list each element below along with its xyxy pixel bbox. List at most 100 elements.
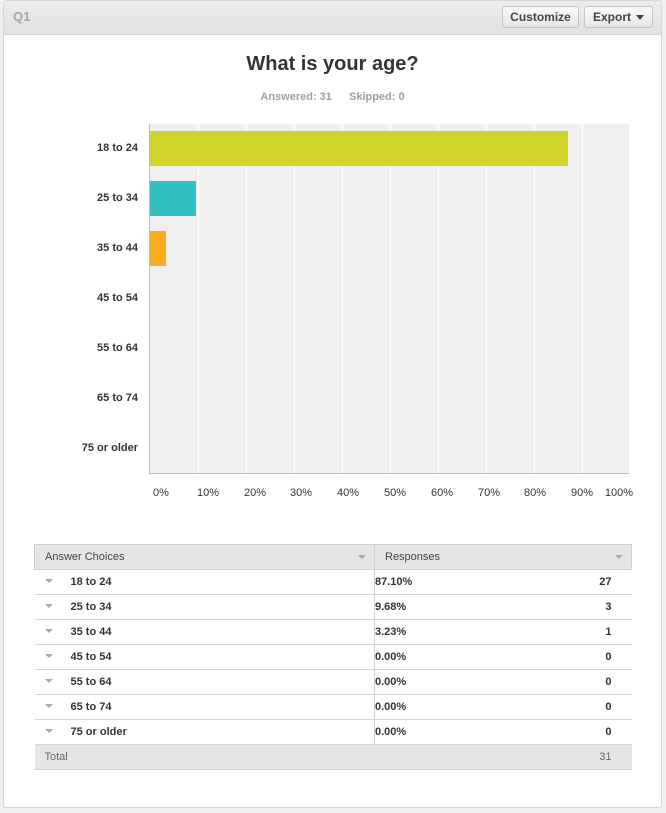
response-count: 27 — [599, 576, 612, 588]
response-count: 0 — [605, 676, 612, 688]
response-percent: 9.68% — [375, 601, 407, 613]
chevron-down-icon — [636, 15, 644, 20]
category-label: 18 to 24 — [97, 142, 138, 154]
x-tick-label: 20% — [243, 487, 267, 499]
answer-choices-header[interactable]: Answer Choices — [34, 544, 375, 570]
responses-header-label: Responses — [385, 551, 441, 563]
answer-choice-label: 45 to 54 — [70, 651, 112, 663]
table-row: 65 to 74 0.00% 0 — [34, 694, 632, 720]
response-count: 3 — [605, 601, 612, 613]
gridline — [246, 124, 247, 473]
bar-18-to-24[interactable] — [150, 131, 568, 166]
customize-button[interactable]: Customize — [502, 6, 579, 28]
table-row: 55 to 64 0.00% 0 — [34, 669, 632, 695]
expand-caret-icon[interactable] — [44, 704, 53, 709]
expand-caret-icon[interactable] — [44, 579, 53, 584]
response-cell: 0.00% 0 — [374, 719, 632, 745]
x-tick-label: 70% — [477, 487, 501, 499]
bar-35-to-44[interactable] — [150, 231, 166, 266]
total-label: Total — [34, 744, 375, 770]
bar-25-to-34[interactable] — [150, 181, 196, 216]
answered-count: Answered: 31 — [260, 91, 332, 103]
plot-area — [149, 124, 631, 474]
gridline — [294, 124, 295, 473]
expand-caret-icon[interactable] — [44, 604, 53, 609]
gridline — [582, 124, 583, 473]
question-label: Q1 — [13, 9, 31, 24]
total-cell: 31 — [374, 744, 632, 770]
x-tick-label: 0% — [153, 487, 169, 499]
x-tick-label: 90% — [570, 487, 594, 499]
category-label: 35 to 44 — [97, 242, 138, 254]
expand-caret-icon[interactable] — [44, 629, 53, 634]
total-row: Total 31 — [34, 744, 632, 770]
answer-choices-header-label: Answer Choices — [45, 551, 125, 563]
x-tick-label: 40% — [336, 487, 360, 499]
gridline — [198, 124, 199, 473]
responses-table: Answer Choices Responses 18 to 24 87.10% 2… — [34, 544, 632, 770]
response-cell: 0.00% 0 — [374, 669, 632, 695]
question-panel: Q1 Customize Export What is your age? An… — [3, 0, 662, 808]
gridline — [630, 124, 631, 473]
answer-choice-cell: 55 to 64 — [34, 669, 375, 695]
table-row: 25 to 34 9.68% 3 — [34, 594, 632, 620]
responses-header[interactable]: Responses — [374, 544, 632, 570]
x-tick-label: 100% — [604, 487, 634, 499]
answer-choice-cell: 75 or older — [34, 719, 375, 745]
gridline — [534, 124, 535, 473]
answer-choice-label: 18 to 24 — [70, 576, 112, 588]
category-label: 65 to 74 — [97, 392, 138, 404]
response-percent: 3.23% — [375, 626, 407, 638]
answer-choice-cell: 18 to 24 — [34, 569, 375, 595]
answer-choice-label: 25 to 34 — [70, 601, 112, 613]
table-row: 75 or older 0.00% 0 — [34, 719, 632, 745]
answer-choice-cell: 25 to 34 — [34, 594, 375, 620]
chart-title: What is your age? — [246, 53, 419, 75]
response-cell: 87.10% 27 — [374, 569, 632, 595]
answer-choice-cell: 35 to 44 — [34, 619, 375, 645]
x-tick-label: 80% — [523, 487, 547, 499]
category-label: 55 to 64 — [97, 342, 138, 354]
response-percent: 0.00% — [375, 651, 407, 663]
x-tick-label: 10% — [196, 487, 220, 499]
expand-caret-icon[interactable] — [44, 654, 53, 659]
x-tick-label: 30% — [289, 487, 313, 499]
response-percent: 87.10% — [375, 576, 413, 588]
response-count: 0 — [605, 726, 612, 738]
x-tick-label: 60% — [430, 487, 454, 499]
sort-caret-icon[interactable] — [615, 555, 623, 559]
answer-choice-label: 65 to 74 — [70, 701, 112, 713]
response-cell: 0.00% 0 — [374, 694, 632, 720]
expand-caret-icon[interactable] — [44, 729, 53, 734]
sort-caret-icon[interactable] — [358, 555, 366, 559]
gridline — [486, 124, 487, 473]
response-cell: 0.00% 0 — [374, 644, 632, 670]
answer-choice-label: 75 or older — [70, 726, 127, 738]
table-row: 45 to 54 0.00% 0 — [34, 644, 632, 670]
response-count: 1 — [605, 626, 612, 638]
response-percent: 0.00% — [375, 676, 407, 688]
response-percent: 0.00% — [375, 701, 407, 713]
export-button-label: Export — [592, 10, 631, 24]
category-label: 25 to 34 — [97, 192, 138, 204]
table-row: 35 to 44 3.23% 1 — [34, 619, 632, 645]
gridline — [438, 124, 439, 473]
answer-choice-label: 35 to 44 — [70, 626, 112, 638]
response-cell: 9.68% 3 — [374, 594, 632, 620]
response-count: 0 — [605, 651, 612, 663]
answer-choice-cell: 45 to 54 — [34, 644, 375, 670]
response-percent: 0.00% — [375, 726, 407, 738]
answer-choice-label: 55 to 64 — [70, 676, 112, 688]
total-count: 31 — [599, 751, 612, 763]
gridline — [390, 124, 391, 473]
expand-caret-icon[interactable] — [44, 679, 53, 684]
x-tick-label: 50% — [383, 487, 407, 499]
customize-button-label: Customize — [510, 10, 571, 24]
table-row: 18 to 24 87.10% 27 — [34, 569, 632, 595]
response-stats: Answered: 31 Skipped: 0 — [4, 91, 661, 103]
response-cell: 3.23% 1 — [374, 619, 632, 645]
export-button[interactable]: Export — [584, 6, 653, 28]
response-count: 0 — [605, 701, 612, 713]
category-label: 75 or older — [81, 442, 138, 454]
category-label: 45 to 54 — [97, 292, 138, 304]
